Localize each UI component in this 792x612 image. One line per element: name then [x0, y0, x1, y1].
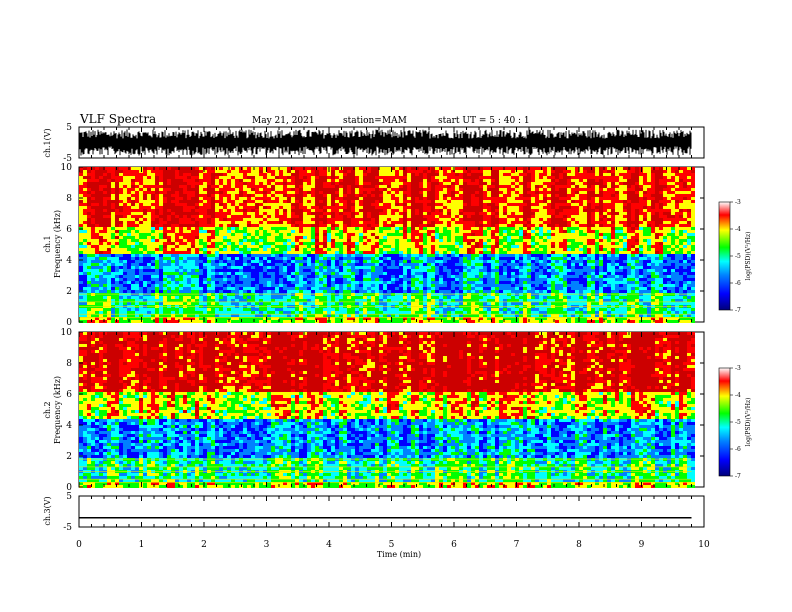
- ch1-spectrogram-ytick-2: 4: [66, 256, 72, 266]
- x-tick-labels: 0 1 2 3 4 5 6 7 8 9 10: [76, 540, 710, 550]
- colorbar-1-tick-4: -7: [735, 307, 741, 314]
- ch1-waveform-path: [80, 130, 691, 156]
- ch2-spectrogram-ytick-5: 10: [61, 328, 73, 338]
- ch2-spectrogram-ylabel-channel: ch.2: [43, 401, 52, 418]
- ch2-spectrogram-ytick-4: 8: [66, 359, 72, 369]
- ch3-waveform-ytick-0: 5: [66, 492, 72, 502]
- x-tick-4: 4: [326, 540, 332, 550]
- x-axis-label: Time (min): [377, 550, 421, 559]
- recording-date: May 21, 2021: [252, 116, 315, 126]
- ch1-spectrogram-ytick-5: 10: [61, 163, 73, 173]
- colorbar-1-tick-1: -4: [735, 226, 741, 233]
- ch2-colorbar-label: log(PSD)(V²/Hz): [745, 398, 752, 447]
- ch1-spectrogram-image: [79, 167, 695, 323]
- colorbar-2-tick-4: -7: [735, 473, 741, 480]
- x-tick-2: 2: [201, 540, 207, 550]
- ch1-spectrogram-ytick-3: 6: [66, 225, 72, 235]
- x-tick-1: 1: [139, 540, 145, 550]
- ch1-waveform-ylabel: ch.1(V): [43, 128, 52, 157]
- x-tick-3: 3: [264, 540, 270, 550]
- ch1-waveform-trace: [80, 130, 691, 156]
- ch1-spectrogram-ylabel-channel: ch.1: [43, 235, 52, 252]
- ch2-spectrogram-ytick-3: 6: [66, 390, 72, 400]
- ch1-spectrogram-ytick-0: 0: [66, 318, 72, 328]
- colorbar-1-tick-0: -3: [735, 199, 741, 206]
- ch2-spectrogram-ytick-2: 4: [66, 421, 72, 431]
- x-tick-9: 9: [639, 540, 645, 550]
- ch3-waveform-ytick-1: -5: [63, 523, 72, 533]
- x-tick-5: 5: [389, 540, 395, 550]
- ch1-spectrogram-ytick-4: 8: [66, 194, 72, 204]
- colorbar-2-tick-0: -3: [735, 365, 741, 372]
- colorbar-tick-labels: -3 -4 -5 -6 -7 -3 -4 -5 -6 -7: [730, 199, 741, 480]
- colorbar-1-tick-2: -5: [735, 253, 741, 260]
- x-tick-0: 0: [76, 540, 82, 550]
- x-tick-6: 6: [451, 540, 457, 550]
- ch2-spectrogram-ytick-1: 2: [66, 452, 72, 462]
- ch1-waveform-ytick-0: 5: [66, 123, 72, 133]
- colorbar-2-tick-3: -6: [735, 446, 741, 453]
- figure-title: VLF Spectra: [79, 112, 156, 126]
- ch2-colorbar: [719, 368, 730, 476]
- ch2-spectrogram-image: [79, 332, 695, 488]
- ch3-waveform-ylabel: ch.3(V): [43, 496, 52, 525]
- colorbar-1-tick-3: -6: [735, 280, 741, 287]
- ch2-spectrogram-ylabel-freq: Frequency (kHz): [53, 376, 62, 444]
- x-tick-7: 7: [514, 540, 520, 550]
- colorbar-2-tick-2: -5: [735, 419, 741, 426]
- x-tick-8: 8: [576, 540, 582, 550]
- ch1-colorbar-label: log(PSD)(V²/Hz): [745, 232, 752, 281]
- x-tick-10: 10: [698, 540, 710, 550]
- ch1-spectrogram-ylabel-freq: Frequency (kHz): [53, 210, 62, 278]
- ch1-spectrogram-ytick-1: 2: [66, 287, 72, 297]
- station-label: station=MAM: [343, 116, 407, 126]
- start-time-label: start UT = 5 : 40 : 1: [438, 116, 530, 126]
- colorbar-2-tick-1: -4: [735, 392, 741, 399]
- ch1-colorbar: [719, 202, 730, 310]
